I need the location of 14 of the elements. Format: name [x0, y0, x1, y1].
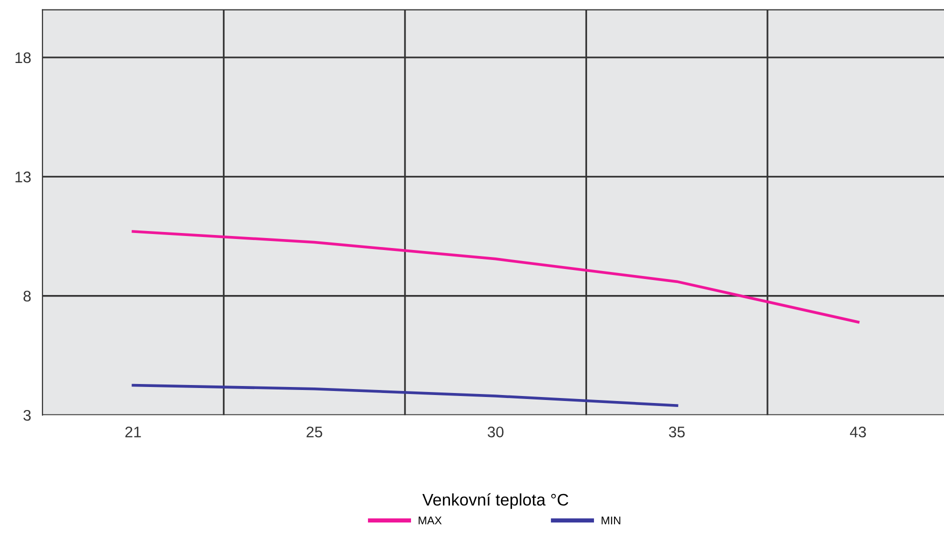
y-tick-label: 8 — [24, 290, 31, 302]
legend-label: MIN — [602, 516, 620, 524]
x-tick-label: 21 — [125, 426, 141, 438]
legend-label: MAX — [418, 516, 442, 524]
line-series — [132, 384, 678, 407]
y-tick-label: 18 — [16, 52, 31, 64]
line-series — [132, 230, 860, 324]
x-tick-label: 35 — [668, 426, 685, 438]
x-axis-title: Venkovní teplota °C — [422, 493, 568, 509]
x-tick-label: 25 — [306, 426, 322, 438]
y-tick-label: 3 — [23, 410, 31, 421]
y-tick-label: 13 — [16, 172, 31, 182]
x-tick-label: 43 — [850, 426, 866, 438]
x-tick-label: 30 — [488, 426, 504, 438]
